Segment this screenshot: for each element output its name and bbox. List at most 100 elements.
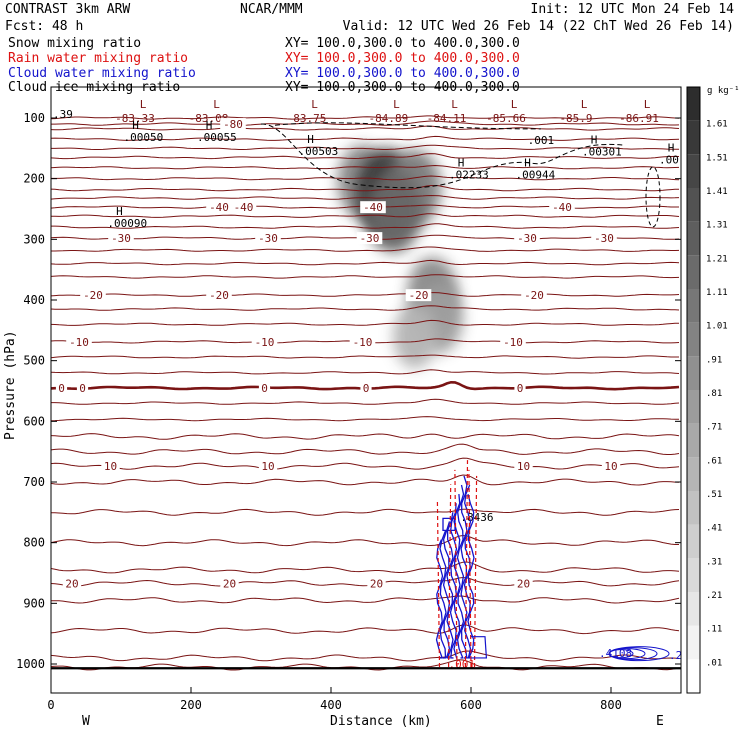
y-tick-label-900: 900	[23, 596, 45, 610]
colorbar-label-15: 1.51	[706, 153, 728, 163]
y-tick-label-700: 700	[23, 475, 45, 489]
colorbar-label-13: 1.31	[706, 221, 728, 231]
cloud-water-line-6	[456, 484, 465, 659]
colorbar-box-8	[687, 390, 700, 424]
west-label: W	[82, 714, 90, 729]
temp-label-bg	[62, 577, 82, 590]
temp-label-bg	[66, 335, 92, 348]
temp-label-bg	[405, 289, 432, 302]
temp-label-bg	[55, 381, 68, 394]
temp-label-bg	[251, 335, 278, 348]
isotherm-0	[51, 125, 680, 131]
high-marker-2: H	[307, 133, 314, 146]
temp-label-0-5: -85.66	[486, 112, 526, 125]
temp-label-2-2: -40	[363, 201, 383, 214]
temp-label-1-0: -80	[223, 118, 243, 131]
colorbar-unit: g kg⁻¹	[707, 86, 740, 96]
colorbar-label-12: 1.21	[706, 254, 728, 264]
high-marker-0: H	[132, 119, 139, 132]
temp-label-bg	[360, 381, 372, 394]
temp-label-bg	[349, 335, 376, 348]
x-tick-label-800: 800	[600, 698, 622, 712]
colorbar-box-17	[687, 87, 700, 121]
isotherm-7	[51, 194, 680, 200]
isotherm-20	[51, 443, 680, 455]
colorbar-label-3: .31	[706, 557, 722, 567]
field-xy-rain: XY= 100.0,300.0 to 400.0,300.0	[285, 51, 520, 66]
rain-line-4	[468, 469, 472, 668]
isotherm-labeled-1	[51, 120, 680, 126]
high-marker-7: H	[116, 205, 123, 218]
cloud-ice-dashed	[260, 123, 626, 189]
temp-label-bg	[514, 232, 540, 245]
colorbar-box-3	[687, 558, 700, 592]
cloud-ice-dashed-east	[645, 166, 661, 228]
isotherm-12	[51, 274, 680, 279]
colorbar-frame	[686, 86, 701, 694]
rain-line-2	[454, 469, 458, 668]
cloud-water-low	[471, 636, 488, 659]
temp-label-6-4: 0	[517, 382, 524, 395]
colorbar-box-2	[687, 592, 700, 626]
colorbar-label-8: .81	[706, 389, 722, 399]
temp-label-bg	[230, 201, 257, 214]
isotherm-15	[51, 354, 679, 359]
isotherm-22	[51, 508, 680, 516]
rain-line-5	[473, 475, 478, 668]
colorbar-box-14	[687, 188, 700, 222]
temp-label-0-6: -85.9	[559, 112, 592, 125]
low-marker: L	[451, 98, 458, 111]
y-tick-label-100: 100	[23, 111, 45, 125]
temp-label-7-1: 10	[261, 460, 274, 473]
y-tick-label-200: 200	[23, 172, 45, 186]
colorbar-box-16	[687, 120, 700, 155]
temp-label-3-4: -30	[594, 232, 614, 245]
temp-label-3-1: -30	[258, 232, 278, 245]
temp-label-bg	[356, 232, 383, 245]
low-marker: L	[213, 98, 220, 111]
temp-label-bg	[367, 577, 386, 590]
init-time: Init: 12 UTC Mon 24 Feb 14	[530, 2, 735, 17]
temp-label-2-1: -40	[234, 201, 254, 214]
high-value-6: .00	[659, 153, 679, 166]
cloud-ice-contour	[260, 122, 661, 228]
isotherm-11	[51, 259, 680, 266]
y-tick-label-1000: 1000	[16, 657, 45, 671]
temp-label-bg	[258, 381, 271, 394]
temp-label-bg	[514, 381, 526, 394]
high-value-5: .00301	[582, 146, 622, 159]
cloud-water-line-9	[467, 493, 475, 659]
high-value-0: .00050	[124, 131, 164, 144]
field-name-cloud-water: Cloud water mixing ratio	[8, 66, 196, 81]
isotherm-labeled-7	[51, 457, 680, 470]
low-marker: L	[393, 98, 400, 111]
temp-label-bg	[108, 232, 134, 245]
temp-label-4-1: -20	[209, 289, 229, 302]
colorbar-box-6	[687, 457, 700, 491]
temp-label-bg	[521, 289, 547, 302]
colorbar-box-10	[687, 322, 700, 357]
temp-label-6-3: 0	[363, 382, 370, 395]
temp-label-bg	[220, 577, 239, 590]
high-marker-1: H	[206, 119, 213, 132]
colorbar-box-12	[687, 255, 700, 289]
isotherm-5	[51, 175, 680, 181]
isotherm-10	[51, 246, 680, 252]
temp-label-5-1: -10	[255, 336, 275, 349]
temp-label-0-7: -86.91	[619, 112, 659, 125]
isotherm-9	[51, 223, 680, 229]
y-tick-label-300: 300	[23, 232, 45, 246]
cloud-water-line-3	[446, 512, 454, 659]
temp-label-bg	[601, 460, 621, 473]
isotherm-16	[51, 369, 680, 375]
temp-label-bg	[500, 335, 526, 348]
colorbar-label-7: .71	[706, 423, 722, 433]
isotherm-21	[51, 474, 680, 486]
colorbar-box-0	[687, 659, 700, 693]
isotherm-14	[51, 319, 680, 326]
temp-label-4-0: -20	[83, 289, 103, 302]
temp-label-bg	[206, 201, 232, 214]
temp-label-8-2: 20	[370, 577, 383, 590]
y-tick-label-800: 800	[23, 536, 45, 550]
